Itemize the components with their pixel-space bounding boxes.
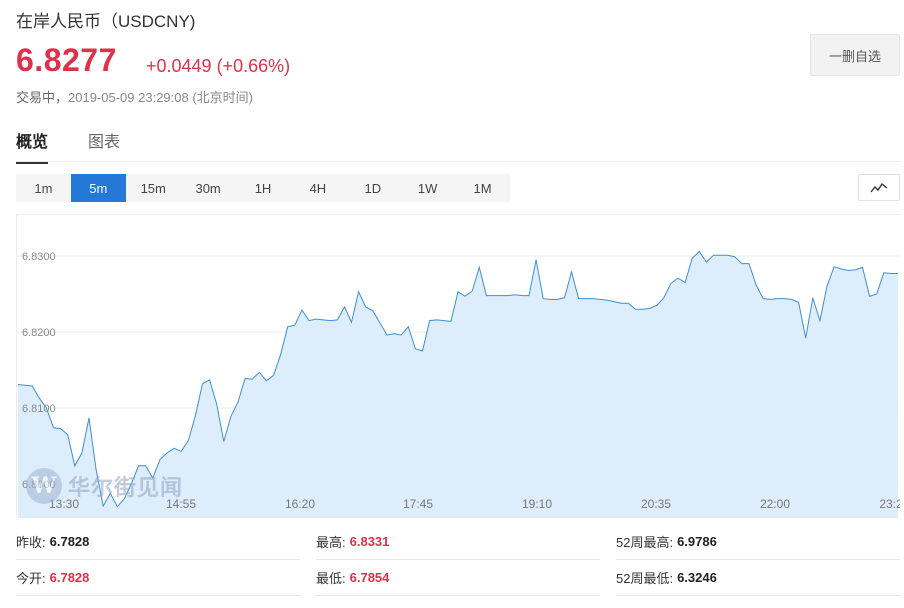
stats-row: 昨收: 6.7828 最高: 6.8331 52周最高: 6.9786 xyxy=(16,524,900,560)
stat-52w-high: 52周最高: 6.9786 xyxy=(616,524,900,560)
price-chart[interactable]: 6.8000 6.8100 6.8200 6.8300 13:30 14:55 16:20 1… xyxy=(16,214,900,518)
period-1w[interactable]: 1W xyxy=(417,180,438,196)
x-tick-label: 23:2 xyxy=(879,497,900,511)
price-chart-svg: 6.8000 6.8100 6.8200 6.8300 13:30 14:55 16:20 1… xyxy=(17,250,900,518)
tab-bar: 概览 图表 xyxy=(16,128,900,164)
x-tick-label: 13:30 xyxy=(49,497,79,511)
period-selector: 1m 5m 15m 30m 1H 4H 1D 1W 1M xyxy=(16,174,510,202)
instrument-title: 在岸人民币（USDCNY) xyxy=(16,12,196,31)
stat-value: 6.3246 xyxy=(677,570,717,585)
timestamp: 2019-05-09 23:29:08 (北京时间) xyxy=(68,90,253,105)
line-chart-icon xyxy=(870,182,888,192)
stat-low: 最低: 6.7854 xyxy=(316,560,600,596)
current-price: 6.8277 xyxy=(16,42,117,78)
stat-value: 6.9786 xyxy=(677,534,717,549)
y-tick-label: 6.8200 xyxy=(22,327,56,339)
x-tick-label: 22:00 xyxy=(760,497,790,511)
period-4h[interactable]: 4H xyxy=(309,180,327,196)
x-tick-label: 20:35 xyxy=(641,497,671,511)
x-tick-label: 19:10 xyxy=(522,497,552,511)
stat-label: 今开: xyxy=(16,571,46,586)
chart-type-button[interactable] xyxy=(858,174,900,201)
tab-overview[interactable]: 概览 xyxy=(16,128,49,164)
stat-prev-close: 昨收: 6.7828 xyxy=(16,524,300,560)
price-change: +0.0449 (+0.66%) xyxy=(146,56,291,76)
period-1mo[interactable]: 1M xyxy=(473,180,492,196)
stat-value: 6.7828 xyxy=(49,570,90,585)
price-area xyxy=(18,251,898,518)
stat-value: 6.8331 xyxy=(349,534,390,549)
stat-label: 52周最高: xyxy=(616,535,674,550)
stat-label: 最高: xyxy=(316,535,346,550)
period-30m[interactable]: 30m xyxy=(195,180,221,196)
tab-chart[interactable]: 图表 xyxy=(88,134,121,151)
price-line xyxy=(17,250,898,508)
stat-high: 最高: 6.8331 xyxy=(316,524,600,560)
period-15m[interactable]: 15m xyxy=(140,180,166,196)
stat-label: 最低: xyxy=(316,571,346,586)
x-tick-label: 14:55 xyxy=(166,497,196,511)
stat-value: 6.7828 xyxy=(49,534,90,549)
period-1h[interactable]: 1H xyxy=(254,180,272,196)
remove-watchlist-button[interactable]: 一删自选 xyxy=(810,34,900,76)
stat-52w-low: 52周最低: 6.3246 xyxy=(616,560,900,596)
stat-label: 昨收: xyxy=(16,535,46,550)
x-tick-label: 17:45 xyxy=(403,497,433,511)
period-5m[interactable]: 5m xyxy=(70,174,126,202)
period-1m[interactable]: 1m xyxy=(34,180,53,196)
stat-label: 52周最低: xyxy=(616,571,674,586)
trading-status: 交易中，2019-05-09 23:29:08 (北京时间) xyxy=(16,87,253,106)
stats-row: 今开: 6.7828 最低: 6.7854 52周最低: 6.3246 xyxy=(16,560,900,596)
y-tick-label: 6.8100 xyxy=(22,403,56,415)
stat-value: 6.7854 xyxy=(349,570,390,585)
y-tick-label: 6.8000 xyxy=(22,479,56,491)
stat-open: 今开: 6.7828 xyxy=(16,560,300,596)
x-tick-label: 16:20 xyxy=(285,497,315,511)
period-1d[interactable]: 1D xyxy=(364,180,382,196)
status-label: 交易中， xyxy=(16,90,69,105)
y-tick-label: 6.8300 xyxy=(22,251,56,263)
